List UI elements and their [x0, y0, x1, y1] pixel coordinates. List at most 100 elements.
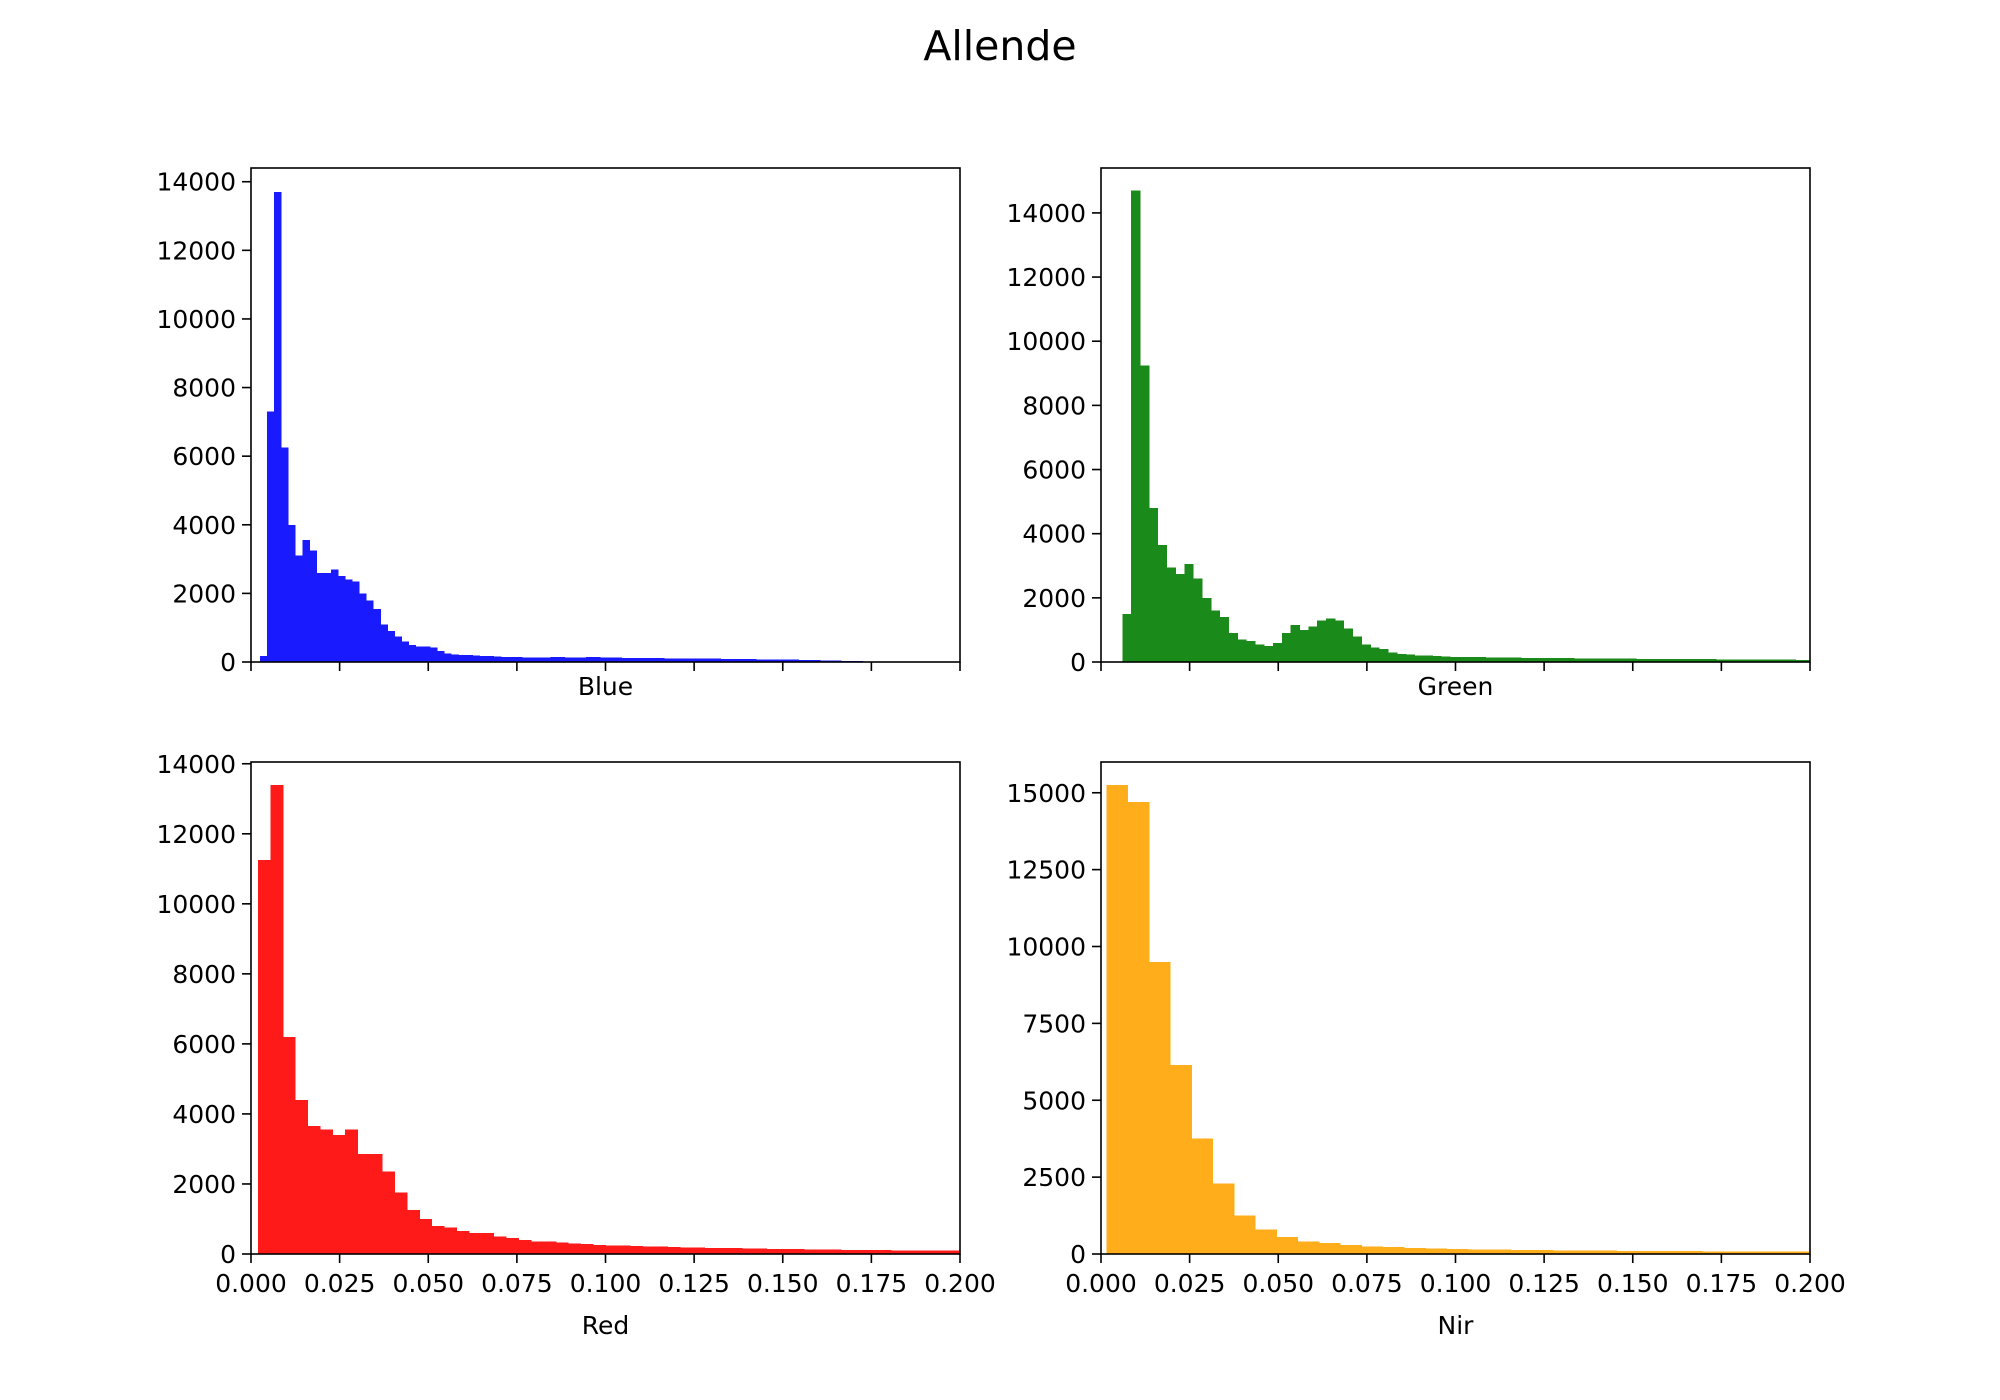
histogram-bar [841, 1249, 855, 1254]
y-tick-label: 4000 [1022, 520, 1086, 549]
histogram-bar [373, 608, 381, 662]
histogram-bar [717, 1248, 730, 1254]
histogram-bar [1193, 578, 1203, 662]
histogram-bar [699, 658, 707, 662]
histogram-bar [692, 658, 700, 662]
histogram-bar [1157, 544, 1167, 662]
histogram-bar [295, 555, 303, 662]
histogram-bar [1574, 658, 1584, 662]
histogram-bar [1751, 659, 1761, 662]
histogram-bar [320, 1129, 333, 1254]
histogram-bar [422, 646, 431, 662]
histogram-bar [1237, 639, 1247, 662]
y-tick-label: 12000 [1006, 263, 1086, 292]
histogram-bar [1529, 657, 1540, 662]
x-tick-label: 0.175 [836, 1269, 908, 1298]
histogram-bar [456, 1231, 470, 1254]
histogram-bar [1299, 629, 1309, 662]
histogram-bar [282, 1036, 296, 1254]
histogram-bar [1370, 647, 1380, 662]
histogram-bar [1583, 658, 1593, 662]
y-tick-label: 10000 [1006, 327, 1086, 356]
histogram-bar [1212, 1183, 1235, 1254]
histogram-bar [1106, 785, 1128, 1254]
histogram-bar [1148, 508, 1159, 662]
histogram-bar [804, 1249, 817, 1254]
histogram-bar [853, 1249, 867, 1254]
histogram-bar [1680, 658, 1690, 662]
histogram-bar [394, 636, 403, 662]
x-tick-label: 0.000 [215, 1269, 287, 1298]
histogram-bar [1662, 658, 1673, 662]
histogram-bar [713, 658, 722, 662]
histogram-bar [593, 657, 601, 662]
histogram-bar [1707, 659, 1717, 662]
histogram-bar [617, 1245, 631, 1254]
y-tick-label: 0 [220, 648, 236, 677]
histogram-bar [1689, 659, 1699, 662]
histogram-bar [493, 1236, 507, 1254]
y-tick-label: 14000 [1006, 199, 1086, 228]
histogram-bar [394, 1192, 408, 1254]
histogram-bar [671, 658, 679, 662]
histogram-bar [1733, 659, 1744, 662]
histogram-bar [1459, 657, 1469, 662]
y-tick-label: 14000 [156, 750, 236, 779]
histogram-panel-green: 0 2000 4000 6000 8000 10000 12000 14000 Green [1006, 167, 1811, 701]
x-tick-label: 0.025 [1154, 1269, 1226, 1298]
histogram-bar [531, 1241, 544, 1254]
histogram-bar [316, 572, 325, 662]
histogram-bar [486, 656, 495, 662]
histogram-bar [344, 1129, 358, 1254]
histogram-bar [1297, 1241, 1320, 1254]
histogram-bar [543, 657, 551, 662]
histogram-bar [1432, 656, 1442, 662]
histogram-bar [1521, 657, 1531, 662]
histogram-bar [791, 1249, 805, 1254]
y-tick-label: 6000 [172, 442, 236, 471]
x-axis-label: Blue [578, 672, 633, 701]
y-tick-label: 2000 [172, 579, 236, 608]
histogram-bar [628, 657, 637, 662]
histogram-bar [1556, 658, 1566, 662]
histogram-bar [1769, 659, 1779, 662]
histogram-bar [472, 655, 481, 662]
histogram-bar [1618, 658, 1628, 662]
histogram-bar [1290, 625, 1300, 662]
x-tick-label: 0.150 [1597, 1269, 1669, 1298]
histogram-bar [720, 658, 729, 662]
histogram-bar [387, 631, 395, 663]
histogram-bar [518, 1239, 532, 1254]
histogram-bar [401, 641, 410, 662]
histogram-bar [621, 657, 629, 662]
y-tick-label: 6000 [172, 1030, 236, 1059]
histogram-bar [444, 653, 452, 662]
histogram-bar [940, 1250, 954, 1254]
y-tick-label: 0 [1070, 1240, 1086, 1269]
histogram-bar [1627, 658, 1637, 662]
y-tick-label: 8000 [172, 374, 236, 403]
histogram-bar [1489, 1249, 1511, 1254]
histogram-bar [729, 1248, 743, 1254]
y-tick-label: 12000 [156, 236, 236, 265]
histogram-bar [444, 1227, 458, 1254]
histogram-panel-nir: 0 2500 5000 7500 10000 12500 15000 0.000 0.025 0.… [1006, 761, 1846, 1340]
histogram-bar [458, 654, 466, 662]
histogram-bar [1671, 658, 1681, 662]
histogram-bar [1361, 1246, 1384, 1254]
histogram-bar [1600, 658, 1611, 662]
x-tick-label: 0.150 [747, 1269, 819, 1298]
y-tick-label: 0 [220, 1240, 236, 1269]
y-tick-label: 15000 [1006, 779, 1086, 808]
histogram-bar [685, 658, 693, 662]
histogram-bar [763, 659, 771, 662]
histogram-bar [1166, 567, 1176, 662]
histogram-bar [1680, 1251, 1703, 1254]
histogram-bar [1616, 1250, 1639, 1254]
histogram-bar [543, 1241, 557, 1254]
histogram-bar [1786, 1251, 1811, 1254]
x-tick-label: 0.075 [481, 1269, 553, 1298]
histogram-bar [555, 1242, 569, 1254]
histogram-bar [1131, 190, 1141, 662]
